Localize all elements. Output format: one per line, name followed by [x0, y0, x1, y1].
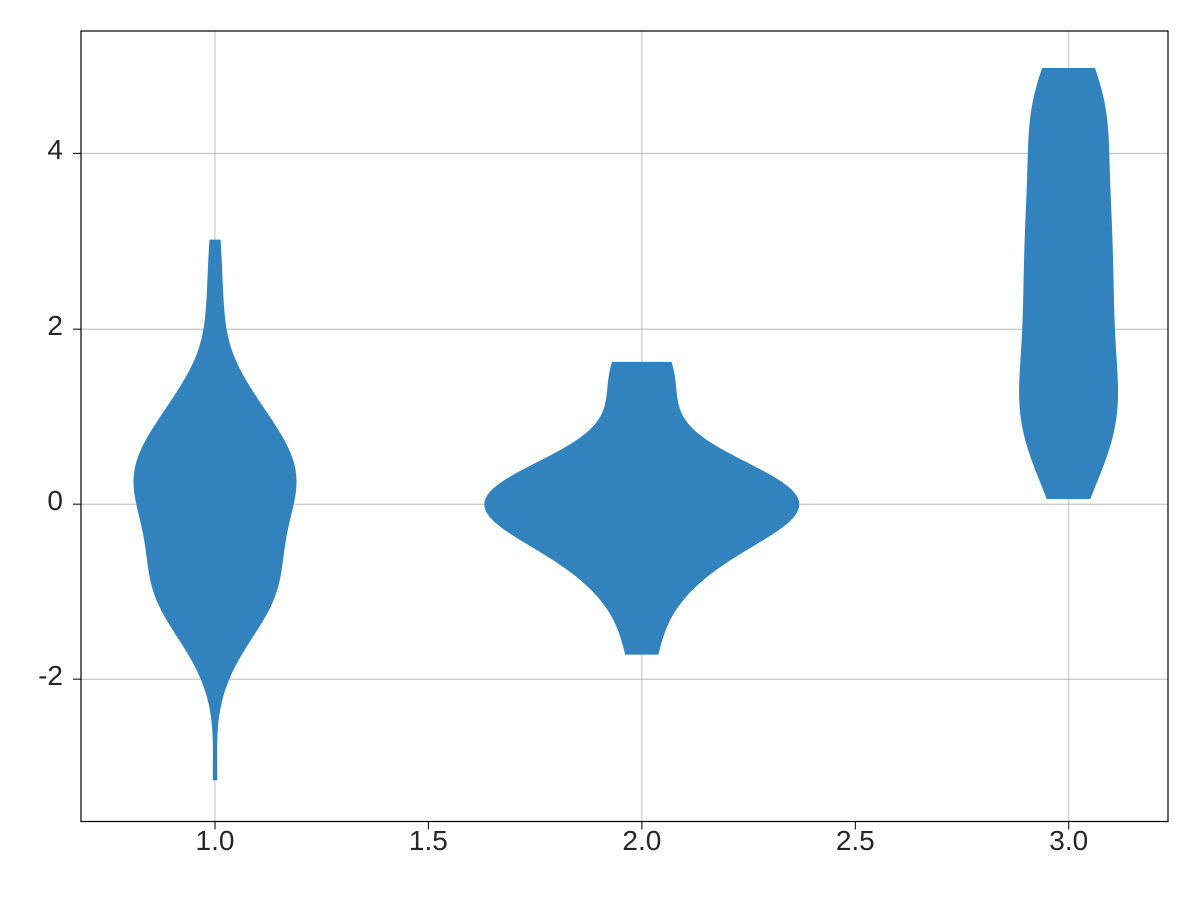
- svg-text:4: 4: [47, 134, 63, 165]
- svg-text:0: 0: [47, 485, 63, 516]
- svg-text:2.5: 2.5: [836, 825, 875, 856]
- svg-text:1.5: 1.5: [409, 825, 448, 856]
- svg-text:2: 2: [47, 310, 63, 341]
- svg-text:1.0: 1.0: [196, 825, 235, 856]
- svg-text:2.0: 2.0: [622, 825, 661, 856]
- svg-text:3.0: 3.0: [1049, 825, 1088, 856]
- svg-text:-2: -2: [38, 660, 63, 691]
